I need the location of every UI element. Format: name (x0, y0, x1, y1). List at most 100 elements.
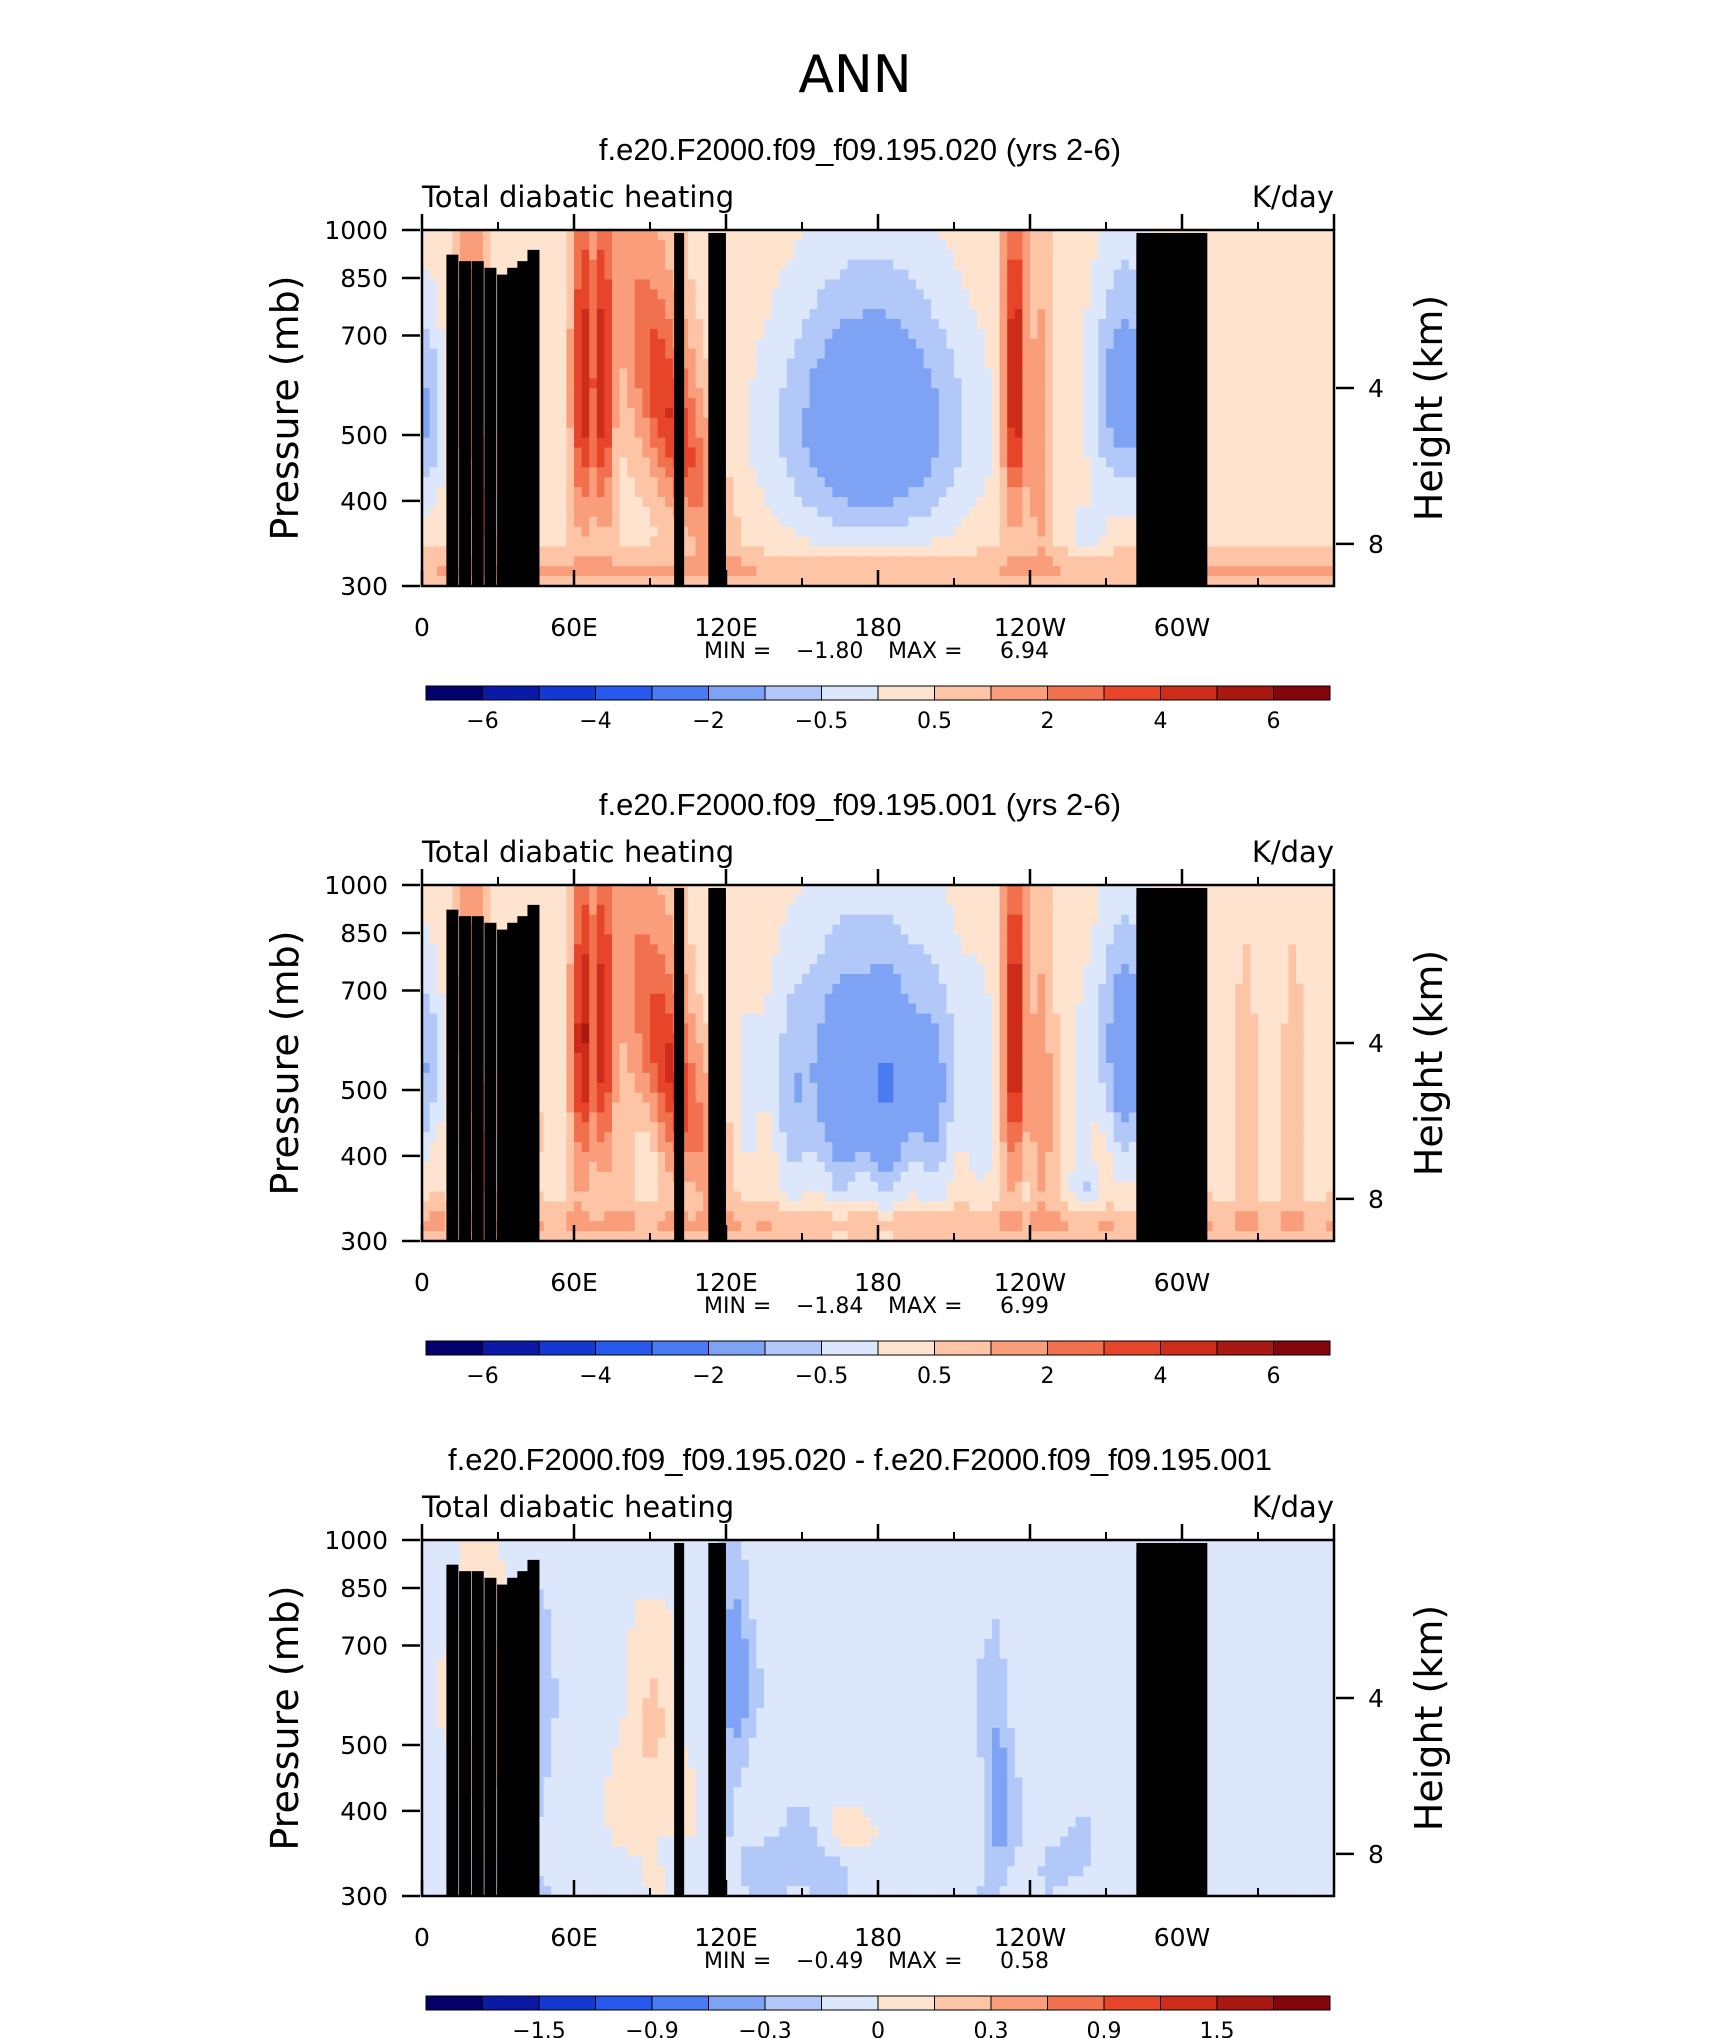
heat-cell (741, 477, 750, 488)
heat-cell (992, 289, 1001, 300)
heat-cell (1030, 556, 1039, 567)
heat-cell (961, 497, 970, 508)
heat-cell (475, 904, 484, 916)
heat-cell (817, 358, 826, 370)
heat-cell (832, 427, 841, 439)
heat-cell (536, 497, 545, 508)
heat-cell (954, 477, 963, 488)
heat-cell (604, 427, 613, 439)
heat-cell (1204, 467, 1213, 478)
heat-cell (817, 566, 826, 577)
heat-cell (946, 417, 955, 429)
heat-cell (1090, 576, 1099, 587)
heat-cell (1068, 417, 1077, 429)
heat-cell (893, 914, 902, 926)
heat-cell (688, 487, 697, 498)
heat-cell (566, 239, 575, 251)
heat-cell (650, 516, 659, 528)
heat-cell (999, 576, 1008, 587)
heat-cell (1273, 516, 1282, 528)
heat-cell (657, 457, 666, 468)
heat-cell (558, 378, 567, 389)
heat-cell (665, 457, 674, 468)
heat-cell (992, 328, 1001, 340)
heat-cell (733, 536, 742, 548)
heat-cell (581, 546, 590, 557)
heat-cell (1250, 526, 1259, 538)
heat-cell (543, 259, 552, 271)
heat-cell (574, 230, 583, 241)
heat-cell (1014, 526, 1023, 538)
heat-cell (1022, 378, 1031, 389)
colorbar-label: 4 (1154, 709, 1168, 734)
heat-cell (893, 417, 902, 429)
heat-cell (467, 368, 476, 379)
heat-cell (1204, 408, 1213, 419)
heat-cell (1235, 497, 1244, 508)
heat-cell (885, 506, 894, 518)
heat-cell (1311, 894, 1320, 906)
heat-cell (1083, 309, 1092, 320)
heat-cell (1220, 457, 1229, 468)
heat-cell (642, 319, 651, 330)
panel-1: f.e20.F2000.f09_f09.195.020 (yrs 2-6)Tot… (263, 132, 1451, 734)
heat-cell (1060, 408, 1069, 419)
heat-cell (589, 924, 598, 936)
heat-cell (1113, 319, 1122, 330)
heat-cell (794, 398, 803, 409)
heat-cell (756, 566, 765, 577)
heat-cell (703, 378, 712, 389)
heat-cell (1121, 506, 1130, 518)
heat-cell (634, 894, 643, 906)
heat-cell (1303, 309, 1312, 320)
heat-cell (870, 378, 879, 389)
heat-cell (1121, 924, 1130, 936)
heat-cell (513, 914, 522, 926)
heat-cell (870, 576, 879, 587)
heat-cell (893, 516, 902, 528)
heat-cell (1220, 546, 1229, 557)
heat-cell (642, 506, 651, 518)
heat-cell (1060, 299, 1069, 310)
heat-cell (695, 546, 704, 557)
heat-cell (885, 536, 894, 548)
heat-cell (627, 309, 636, 320)
heat-cell (1128, 239, 1137, 251)
heat-cell (543, 398, 552, 409)
heat-cell (976, 398, 985, 409)
heat-cell (832, 358, 841, 370)
heat-cell (1296, 289, 1305, 300)
heat-cell (665, 328, 674, 340)
heat-cell (1022, 358, 1031, 370)
heat-cell (589, 467, 598, 478)
heat-cell (1113, 249, 1122, 261)
heat-cell (1273, 328, 1282, 340)
heat-cell (1106, 388, 1115, 399)
heat-cell (824, 437, 833, 449)
heat-cell (1014, 437, 1023, 449)
heat-cell (1265, 497, 1274, 508)
heat-cell (596, 398, 605, 409)
heat-cell (520, 230, 529, 241)
heat-cell (794, 904, 803, 916)
heat-cell (741, 904, 750, 916)
heat-cell (1212, 417, 1221, 429)
heat-cell (665, 477, 674, 488)
heat-cell (657, 259, 666, 271)
heat-cell (1068, 239, 1077, 251)
heat-cell (1022, 556, 1031, 567)
heat-cell (824, 506, 833, 518)
heat-cell (984, 299, 993, 310)
heat-cell (809, 289, 818, 300)
heat-cell (809, 556, 818, 567)
heat-cell (817, 249, 826, 261)
heat-cell (1060, 319, 1069, 330)
heat-cell (642, 309, 651, 320)
heat-cell (1098, 427, 1107, 439)
heat-cell (574, 249, 583, 261)
heat-cell (627, 249, 636, 261)
heat-cell (1303, 230, 1312, 241)
heat-cell (931, 447, 940, 459)
heat-cell (999, 477, 1008, 488)
heat-cell (1227, 388, 1236, 399)
